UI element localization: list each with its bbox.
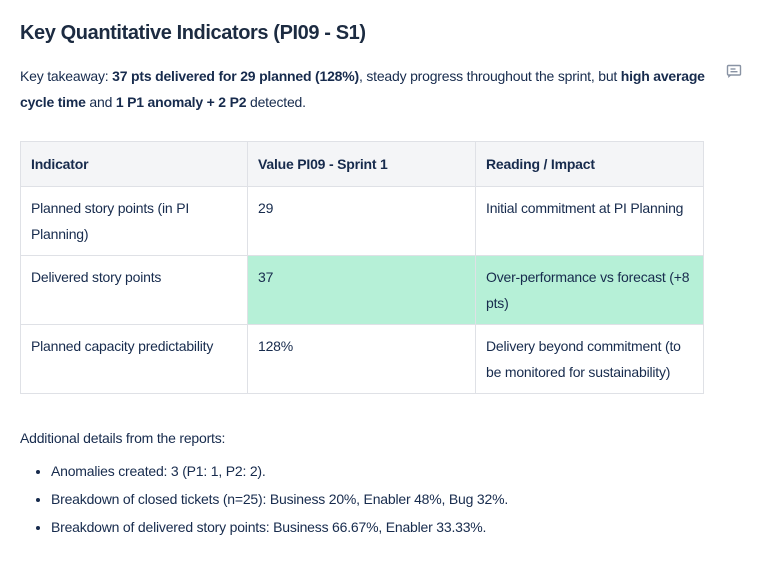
column-header-indicator: Indicator xyxy=(20,141,248,187)
cell-indicator: Delivered story points xyxy=(20,255,248,325)
cell-value-highlighted: 37 xyxy=(247,255,476,325)
cell-reading: Initial commitment at PI Planning xyxy=(475,186,704,256)
cell-reading: Delivery beyond commitment (to be monito… xyxy=(475,324,704,394)
cell-value: 29 xyxy=(247,186,476,256)
list-item-anomalies: Anomalies created: 3 (P1: 1, P2: 2). xyxy=(51,462,737,481)
table-row-planned-points: Planned story points (in PI Planning) 29… xyxy=(20,186,704,256)
details-intro: Additional details from the reports: xyxy=(20,430,226,446)
takeaway-bold-cycle-time: high average cycle time xyxy=(20,68,705,110)
table-row-delivered-points: Delivered story points 37 Over-performan… xyxy=(20,255,704,325)
comment-bubble-icon[interactable] xyxy=(725,62,743,80)
comment-bubble-icon xyxy=(726,64,742,78)
takeaway-text: detected. xyxy=(246,94,306,110)
cell-indicator: Planned capacity predictability xyxy=(20,324,248,394)
page-title: Key Quantitative Indicators (PI09 - S1) xyxy=(20,22,366,44)
column-header-reading: Reading / Impact xyxy=(475,141,704,187)
column-header-value: Value PI09 - Sprint 1 xyxy=(247,141,476,187)
cell-indicator: Planned story points (in PI Planning) xyxy=(20,186,248,256)
takeaway-bold-delivered: 37 pts delivered for 29 planned (128%) xyxy=(112,68,359,84)
takeaway-bold-anomalies: 1 P1 anomaly + 2 P2 xyxy=(115,94,247,110)
table-row-capacity-predictability: Planned capacity predictability 128% Del… xyxy=(20,324,704,394)
table-header-row: Indicator Value PI09 - Sprint 1 Reading … xyxy=(20,141,704,187)
cell-reading-highlighted: Over-performance vs forecast (+8 pts) xyxy=(475,255,704,325)
indicators-table: Indicator Value PI09 - Sprint 1 Reading … xyxy=(20,141,704,394)
takeaway-text: , steady progress throughout the sprint,… xyxy=(358,68,621,84)
key-takeaway-paragraph: Key takeaway: 37 pts delivered for 29 pl… xyxy=(20,63,710,115)
details-bullet-list: Anomalies created: 3 (P1: 1, P2: 2). Bre… xyxy=(20,462,737,537)
cell-value: 128% xyxy=(247,324,476,394)
list-item-delivered-points: Breakdown of delivered story points: Bus… xyxy=(51,518,737,537)
list-item-closed-tickets: Breakdown of closed tickets (n=25): Busi… xyxy=(51,490,737,509)
takeaway-text: and xyxy=(85,94,116,110)
takeaway-text: Key takeaway: xyxy=(20,68,113,84)
